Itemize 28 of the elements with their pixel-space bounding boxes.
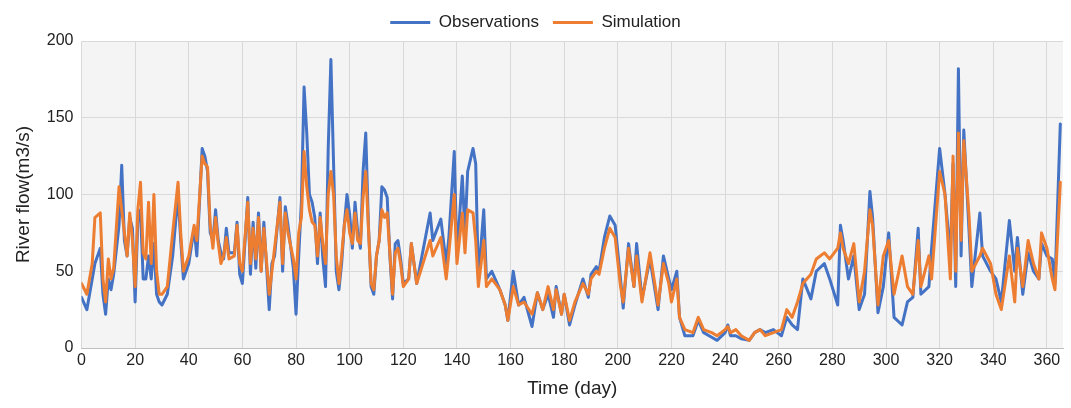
y-tick-label: 200 [46, 31, 74, 49]
x-tick-label: 40 [179, 351, 198, 369]
x-tick-label: 320 [926, 351, 954, 369]
x-tick-label: 140 [443, 351, 471, 369]
x-tick-label: 240 [711, 351, 739, 369]
x-tick-label: 60 [233, 351, 252, 369]
x-tick-label: 100 [336, 351, 364, 369]
x-tick-label: 80 [287, 351, 306, 369]
x-tick-label: 300 [872, 351, 900, 369]
x-tick-label: 120 [389, 351, 417, 369]
x-tick-label: 360 [1033, 351, 1061, 369]
x-tick-label: 200 [604, 351, 632, 369]
x-tick-label: 280 [819, 351, 846, 369]
y-tick-label: 100 [46, 184, 74, 202]
y-tick-label: 0 [64, 338, 74, 356]
legend-label: Simulation [601, 12, 681, 32]
x-tick-label: 160 [497, 351, 525, 369]
y-tick-label: 150 [46, 108, 74, 126]
x-tick-label: 20 [126, 351, 145, 369]
x-tick-label: 340 [979, 351, 1007, 369]
legend-label: Observations [438, 12, 539, 32]
x-tick-label: 220 [658, 351, 685, 369]
x-tick-label: 260 [765, 351, 793, 369]
x-tick-label: 180 [550, 351, 578, 369]
y-tick-label: 50 [55, 261, 74, 279]
y-axis-title: River flow(m3/s) [11, 125, 33, 264]
x-axis-title: Time (day) [527, 376, 618, 398]
x-tick-label: 0 [77, 351, 87, 369]
